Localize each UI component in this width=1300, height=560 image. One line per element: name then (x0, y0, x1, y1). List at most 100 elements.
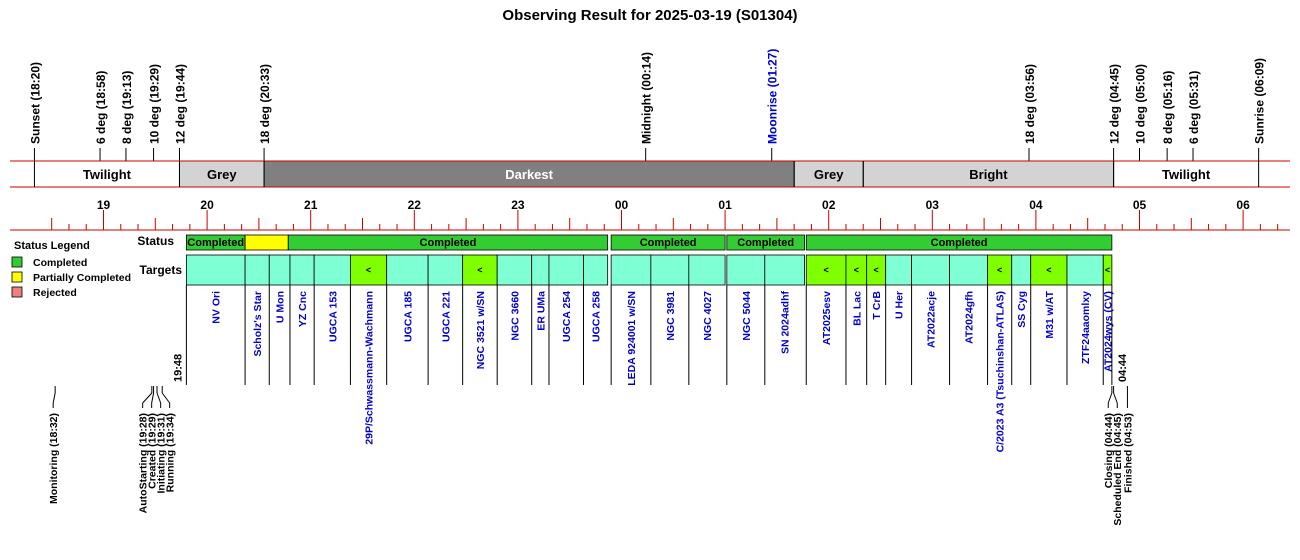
target-name: UGCA 153 (327, 291, 339, 342)
legend-swatch (11, 256, 23, 268)
targets-row: Targets NV Ori Scholz's Star U Mon YZ Cnc UGC… (140, 254, 1129, 452)
lifecycle-label: AutoStarting (19:28) (138, 413, 150, 513)
event-label: 8 deg (19:13) (120, 71, 134, 144)
hour-label: 21 (304, 198, 318, 212)
period-block (1113, 161, 1259, 187)
lifecycle-label: Closing (04:44) (1103, 413, 1115, 488)
target-block (1011, 254, 1032, 286)
legend-label: Completed (33, 257, 87, 269)
event-markers: Sunset (18:20) 6 deg (18:58) 8 deg (19:13)… (28, 49, 1267, 161)
status-row-label: Status (137, 234, 174, 248)
status-legend: Status Legend Completed Partially Complete… (11, 240, 131, 299)
target-block (462, 254, 498, 286)
target-name: ZTF24aaomlxy (1080, 291, 1092, 364)
target-name: M31 w/AT (1044, 290, 1056, 338)
sky-period-band: Twilight Grey Darkest Grey Bright Twilight (10, 160, 1290, 188)
target-mark: < (1105, 265, 1110, 275)
hour-label: 06 (1236, 198, 1250, 212)
event-label: 12 deg (04:45) (1108, 64, 1122, 144)
target-name: 29P/Schwassmann-Wachmann (364, 291, 376, 445)
event-label: 12 deg (19:44) (173, 64, 187, 144)
target-mark: < (854, 265, 859, 275)
event-label: Midnight (00:14) (640, 52, 654, 144)
target-block (244, 254, 270, 286)
event-label: 18 deg (20:33) (258, 64, 272, 144)
event-label: Moonrise (01:27) (766, 49, 780, 144)
target-block (764, 254, 805, 286)
period-label: Grey (207, 167, 237, 182)
period-label: Darkest (505, 167, 553, 182)
target-name: NGC 5044 (741, 291, 753, 341)
lifecycle-label: Monitoring (18:32) (48, 413, 60, 504)
target-name: Scholz's Star (252, 291, 264, 357)
end-time-label: 04:44 (1117, 353, 1129, 382)
target-name: NV Ori (211, 291, 223, 324)
lifecycle-label: Running (19:34) (165, 413, 177, 492)
status-block (287, 234, 609, 251)
lifecycle-label: Created (19:29) (147, 413, 159, 489)
target-block (289, 254, 315, 286)
target-name: AT2024gfh (964, 291, 976, 344)
status-block (244, 234, 289, 251)
legend-label: Partially Completed (33, 272, 131, 284)
lifecycle-connector (1107, 392, 1113, 404)
lifecycle-label: Finished (04:53) (1122, 413, 1134, 493)
target-block (386, 254, 429, 286)
hour-label: 05 (1133, 198, 1147, 212)
target-name: T CrB (871, 291, 883, 320)
target-name: ER UMa (535, 291, 547, 331)
target-name: NGC 3521 w/SN (475, 291, 487, 369)
target-block (911, 254, 950, 286)
lifecycle-label: Initiating (19:31) (156, 413, 168, 494)
hour-label: 04 (1029, 198, 1043, 212)
event-label: 6 deg (18:58) (94, 71, 108, 144)
target-block (1030, 254, 1068, 286)
target-name: C/2023 A3 (Tsuchinshan-ATLAS) (995, 291, 1007, 452)
target-mark: < (1046, 265, 1051, 275)
target-block (987, 254, 1013, 286)
status-row: Status Completed Completed Completed Complet… (137, 234, 1113, 251)
lifecycle-connector (142, 392, 153, 404)
hour-label: 20 (200, 198, 214, 212)
event-label: Sunset (18:20) (28, 62, 42, 144)
target-mark: < (366, 265, 371, 275)
period-label: Twilight (83, 167, 132, 182)
event-label: Sunrise (06:09) (1253, 58, 1267, 144)
target-block (548, 254, 584, 286)
status-label: Completed (420, 237, 477, 249)
target-block (1102, 254, 1113, 286)
event-label: 8 deg (05:16) (1161, 71, 1175, 144)
targets-row-label: Targets (140, 263, 183, 277)
status-block (726, 234, 805, 251)
start-time-label: 19:48 (172, 354, 184, 382)
period-block (179, 161, 265, 187)
period-label: Bright (969, 167, 1008, 182)
target-block (805, 254, 847, 286)
period-block (34, 161, 180, 187)
target-block (496, 254, 533, 286)
chart-title: Observing Result for 2025-03-19 (S01304) (502, 7, 797, 24)
event-label: 10 deg (19:29) (148, 64, 162, 144)
hour-label: 23 (511, 198, 525, 212)
legend-swatch (11, 271, 23, 283)
hour-axis: 19 20 21 22 23 00 01 02 03 04 05 06 (10, 198, 1290, 231)
lifecycle-label: Scheduled End (04:45) (1112, 413, 1124, 526)
period-block (264, 161, 795, 187)
status-label: Completed (737, 237, 794, 249)
target-name: UGCA 185 (402, 291, 414, 342)
target-name: UGCA 221 (440, 291, 452, 342)
target-name: U Mon (275, 291, 287, 323)
target-block (726, 254, 766, 286)
target-name: NGC 3660 (509, 291, 521, 341)
target-name: AT2025esv (821, 291, 833, 345)
target-block (427, 254, 464, 286)
target-block (610, 254, 652, 286)
target-name: BL Lac (851, 291, 863, 326)
legend-label: Rejected (33, 287, 77, 299)
target-name: YZ Cnc (297, 291, 309, 327)
target-name: NGC 4027 (702, 291, 714, 341)
lifecycle-connector (52, 392, 56, 404)
event-label: 18 deg (03:56) (1023, 64, 1037, 144)
target-block (650, 254, 690, 286)
